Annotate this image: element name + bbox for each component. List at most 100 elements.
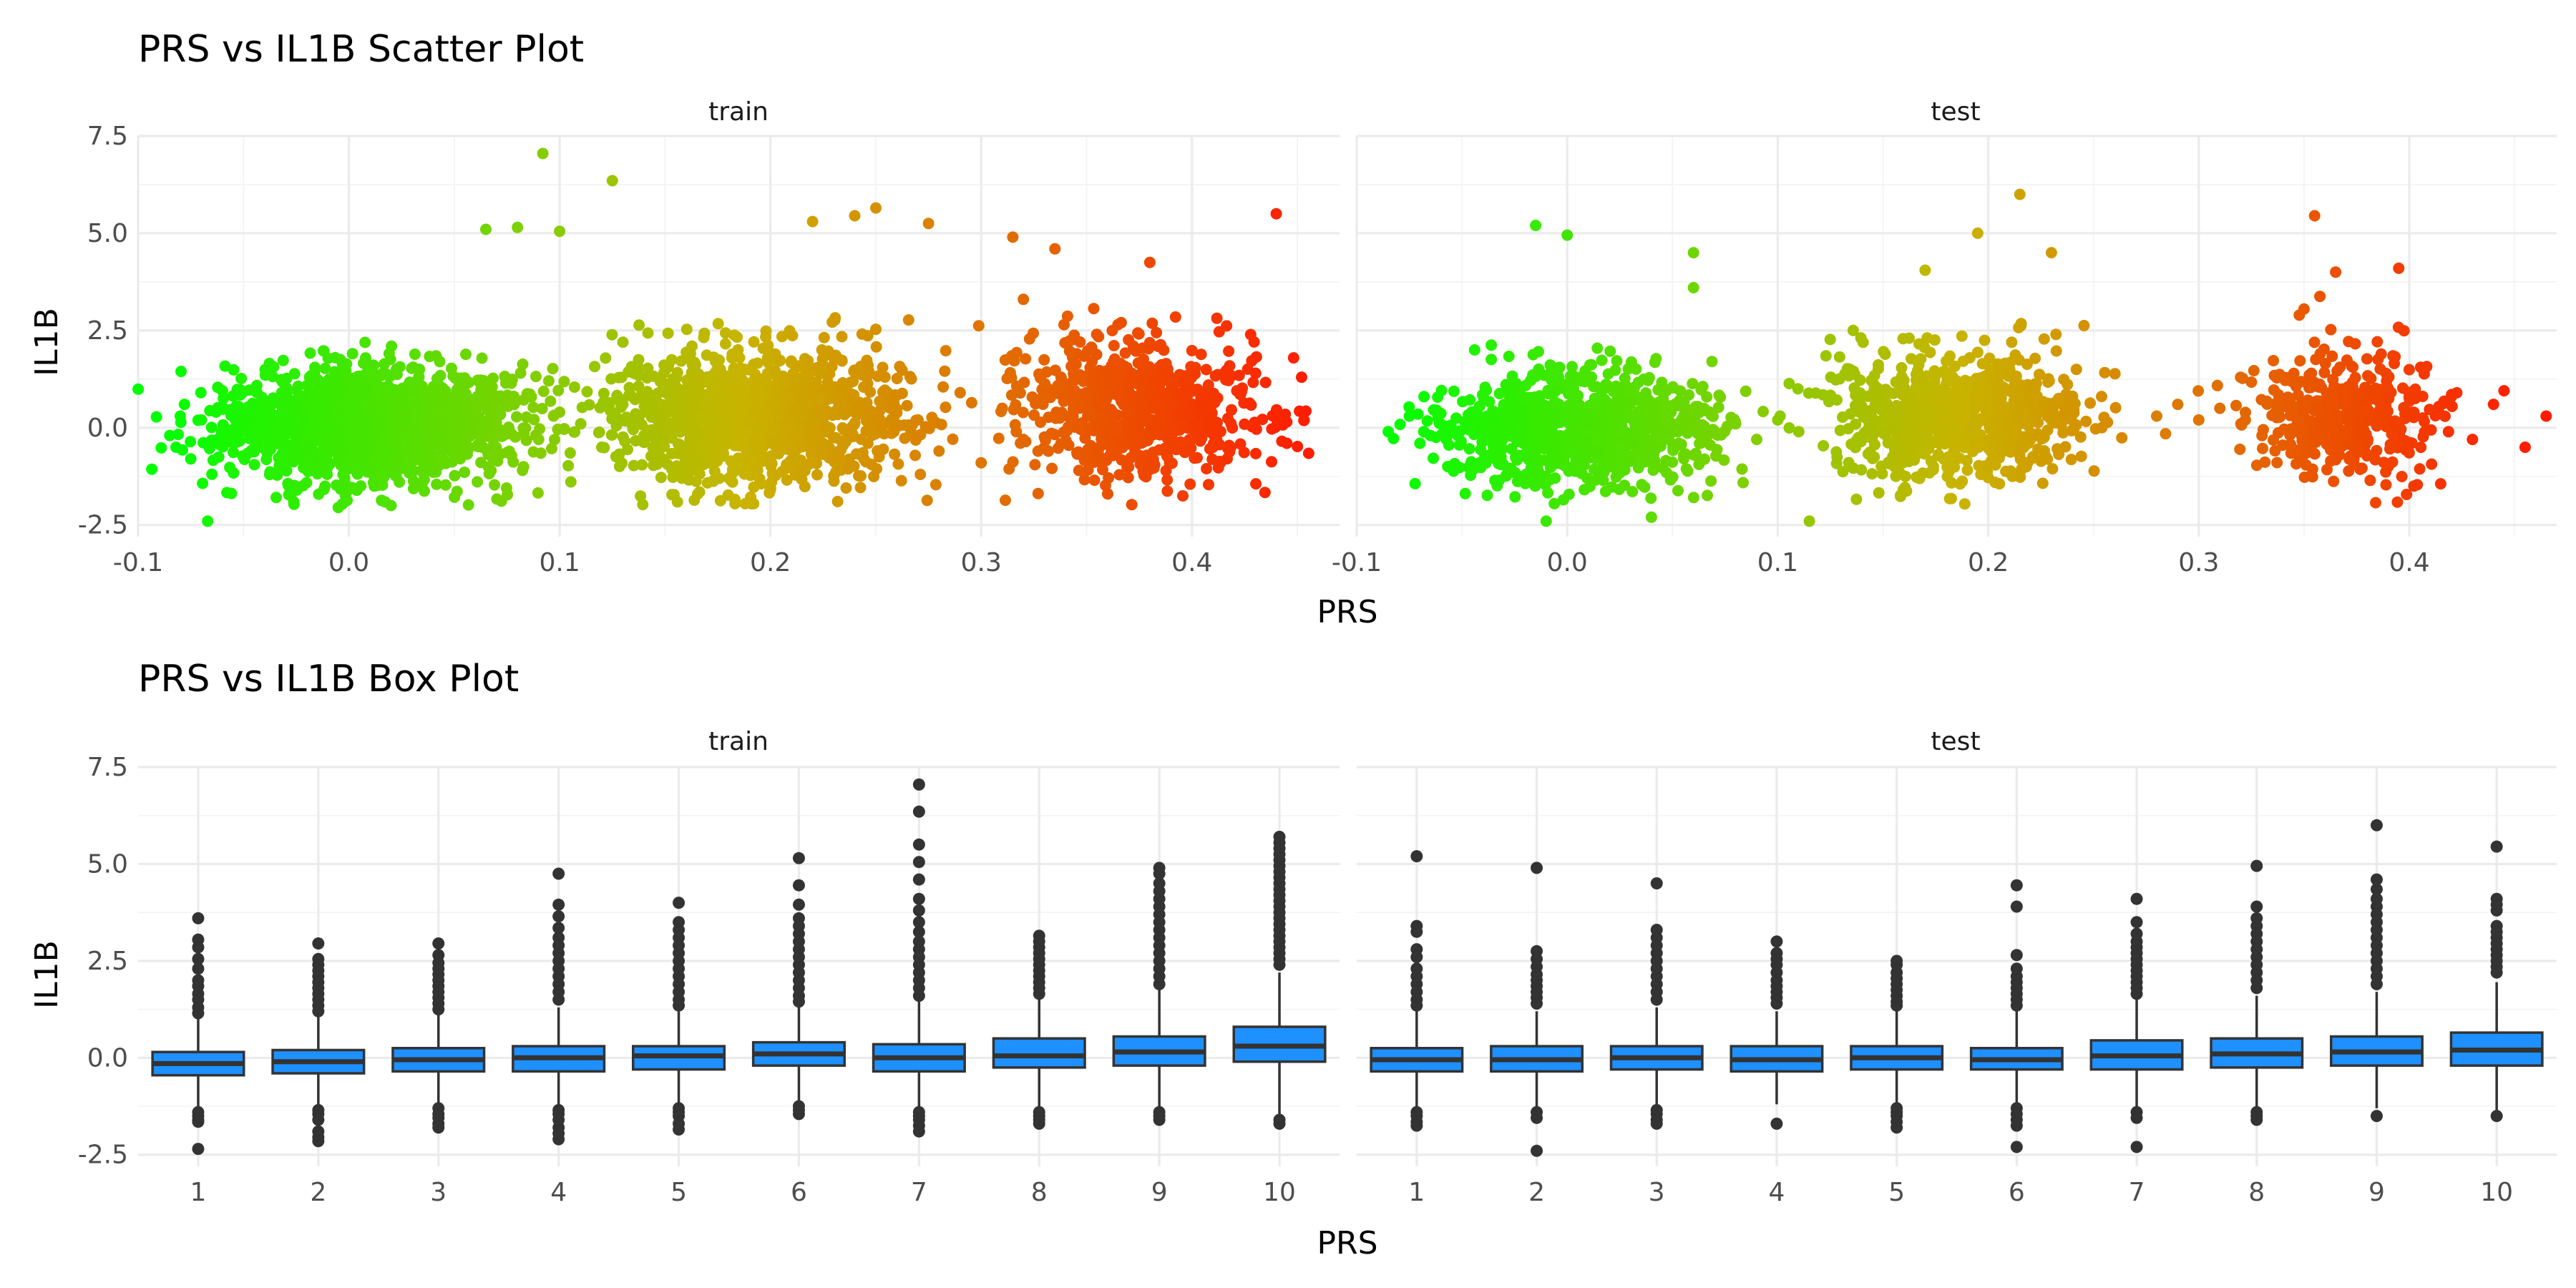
scatter-point <box>769 400 781 412</box>
scatter-point <box>146 463 158 475</box>
scatter-point <box>1101 367 1113 379</box>
scatter-point <box>367 477 379 489</box>
scatter-point <box>558 376 570 388</box>
scatter-point <box>437 384 449 396</box>
scatter-point <box>1705 475 1717 487</box>
scatter-point <box>480 415 492 427</box>
scatter-point <box>202 515 214 527</box>
scatter-point <box>334 483 346 495</box>
scatter-point <box>1667 382 1679 394</box>
scatter-point <box>1457 396 1469 408</box>
scatter-point <box>554 225 566 238</box>
scatter-point <box>1576 435 1588 447</box>
scatter-point <box>328 376 340 388</box>
scatter-point <box>992 432 1005 444</box>
scatter-point <box>633 319 645 331</box>
scatter-point <box>434 369 447 381</box>
scatter-point <box>939 365 951 377</box>
scatter-point <box>1302 447 1314 459</box>
scatter-point <box>434 453 446 465</box>
scatter-point <box>1503 351 1515 362</box>
scatter-point <box>1544 474 1556 486</box>
scatter-point <box>1061 310 1073 322</box>
scatter-point <box>870 202 882 214</box>
scatter-point <box>1158 344 1170 356</box>
scatter-point <box>1692 427 1704 439</box>
scatter-point <box>811 457 823 469</box>
scatter-point <box>1026 391 1038 403</box>
scatter-point <box>879 371 891 383</box>
scatter-point <box>518 426 530 439</box>
scatter-point <box>1542 487 1554 499</box>
scatter-point <box>1994 478 2006 490</box>
scatter-point <box>301 477 313 489</box>
scatter-point <box>1546 388 1558 400</box>
scatter-point <box>1106 405 1118 417</box>
scatter-point <box>351 427 363 439</box>
scatter-point <box>439 479 452 491</box>
scatter-point <box>839 381 850 394</box>
scatter-point <box>1214 426 1226 438</box>
scatter-point <box>562 459 575 472</box>
scatter-point <box>852 409 864 420</box>
scatter-point <box>787 441 799 452</box>
scatter-point <box>1046 462 1058 474</box>
scatter-point <box>782 416 794 428</box>
scatter-point <box>1250 447 1262 459</box>
scatter-point <box>930 479 942 491</box>
scatter-point <box>818 331 830 343</box>
scatter-point <box>1592 446 1604 458</box>
scatter-point <box>769 439 781 452</box>
scatter-point <box>501 447 513 459</box>
scatter-point <box>313 447 326 459</box>
scatter-point <box>511 394 523 406</box>
scatter-point <box>1579 365 1591 377</box>
scatter-point <box>545 395 557 407</box>
scatter-point <box>606 328 618 341</box>
scatter-point <box>748 336 760 348</box>
scatter-point <box>475 384 487 396</box>
scatter-point <box>712 318 724 330</box>
scatter-point <box>1206 453 1219 465</box>
scatter-point <box>701 375 713 387</box>
scatter-point <box>257 421 269 434</box>
scatter-point <box>1740 385 1752 397</box>
scatter-point <box>150 411 162 423</box>
scatter-point <box>639 390 651 402</box>
scatter-point <box>1121 406 1133 419</box>
scatter-points-train <box>132 147 1314 527</box>
scatter-point <box>535 447 547 459</box>
scatter-point <box>655 472 667 484</box>
scatter-point <box>933 445 945 457</box>
scatter-point <box>225 487 238 499</box>
scatter-point <box>421 413 433 424</box>
scatter-point <box>738 468 751 480</box>
scatter-point <box>364 366 376 378</box>
scatter-point <box>754 438 766 450</box>
scatter-point <box>2038 333 2050 345</box>
scatter-point <box>318 345 330 357</box>
scatter-point <box>1169 311 1181 323</box>
scatter-point <box>1086 356 1098 368</box>
scatter-point <box>306 415 318 427</box>
scatter-test-x-tick-label: 0.4 <box>2389 548 2429 577</box>
scatter-point <box>263 469 275 481</box>
scatter-point <box>537 147 549 160</box>
scatter-y-axis-label: IL1B <box>29 308 65 376</box>
scatter-point <box>283 399 295 411</box>
scatter-point <box>1622 363 1634 375</box>
scatter-point <box>683 379 695 391</box>
scatter-point <box>1244 397 1256 409</box>
scatter-point <box>552 384 565 396</box>
scatter-point <box>403 429 415 441</box>
scatter-point <box>680 346 693 358</box>
scatter-point <box>1677 411 1689 424</box>
scatter-point <box>1083 405 1095 417</box>
scatter-point <box>446 456 458 468</box>
scatter-point <box>1123 388 1135 400</box>
scatter-point <box>324 445 336 457</box>
scatter-point <box>292 380 304 392</box>
scatter-point <box>865 458 877 470</box>
scatter-point <box>1699 453 1711 465</box>
scatter-x-axis-label: PRS <box>1317 594 1377 630</box>
